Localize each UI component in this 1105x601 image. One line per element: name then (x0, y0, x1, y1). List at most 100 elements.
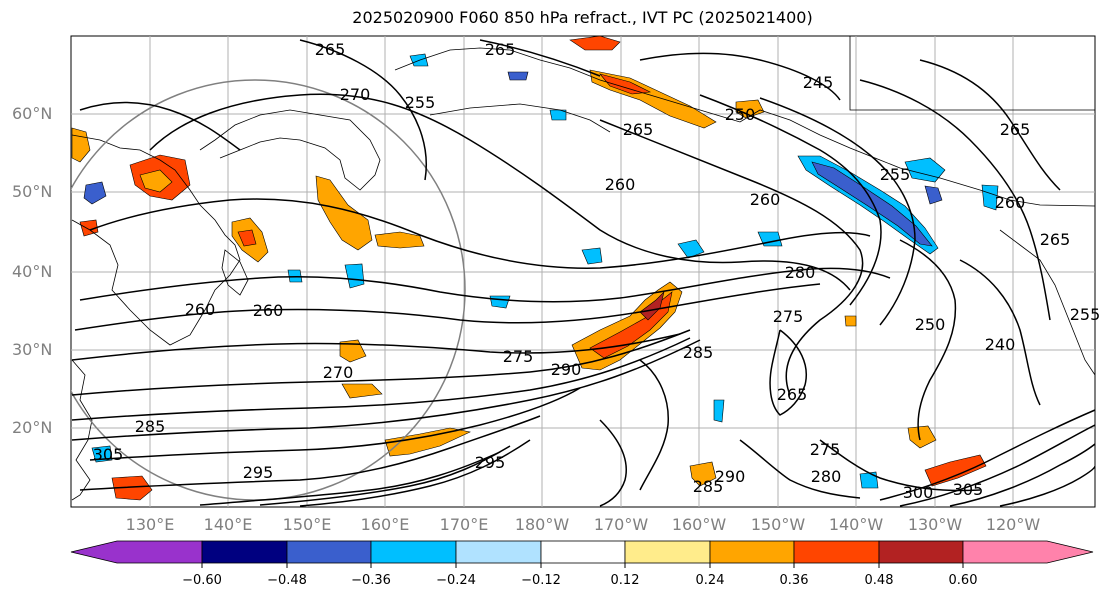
colorbar-tick-label: −0.36 (351, 573, 391, 588)
contour-label: 250 (725, 105, 756, 124)
colorbar-segment (540, 540, 626, 564)
contour-line (79, 267, 891, 303)
lon-label-160w: 160°W (671, 515, 727, 534)
contour-line (71, 329, 691, 396)
contour-label: 275 (773, 307, 804, 326)
contour-label: 305 (953, 480, 984, 499)
patch-positive (735, 99, 765, 119)
patch-positive (907, 425, 937, 449)
contour-label: 265 (777, 385, 808, 404)
contour-line (899, 424, 1095, 507)
lat-label-50n: 50°N (12, 182, 53, 201)
contour-line (79, 415, 541, 491)
contour-line (299, 439, 531, 507)
contour-line (899, 239, 957, 441)
colorbar-segment (709, 540, 795, 564)
patch-negative (344, 263, 365, 289)
contour-label: 285 (693, 477, 724, 496)
contours (71, 39, 1095, 507)
contour-label: 240 (985, 335, 1016, 354)
contour-line (299, 39, 427, 181)
colorbar-tick-label: −0.24 (436, 573, 476, 588)
patch-positive (924, 454, 987, 487)
lon-label-150e: 150°E (282, 515, 332, 534)
patch-positive (341, 383, 383, 399)
contour-line (599, 419, 627, 507)
lon-label-120w: 120°W (985, 515, 1041, 534)
contour-line (89, 198, 871, 269)
patch-positive (599, 73, 652, 95)
patch-positive (374, 231, 425, 249)
colorbar-segment (962, 540, 1094, 564)
patch-negative (581, 247, 603, 265)
contour-label: 305 (93, 445, 124, 464)
contour-label: 265 (485, 40, 516, 59)
patch-positive (639, 291, 665, 321)
patch-positive (71, 127, 91, 163)
contour-label: 255 (880, 165, 911, 184)
contour-line (259, 445, 511, 506)
lat-label-30n: 30°N (12, 340, 53, 359)
contour-line (879, 409, 1095, 501)
colorbar-segment (201, 540, 288, 564)
patch-negative (91, 445, 113, 463)
colorbar-tick-label: 0.36 (779, 573, 809, 588)
contour-line (859, 79, 1051, 321)
contour-line (71, 339, 701, 441)
contour-label: 255 (405, 93, 436, 112)
lon-label-130w: 130°W (907, 515, 963, 534)
patch-positive (111, 475, 153, 501)
patch-negative (924, 185, 943, 205)
contour-label: 290 (551, 360, 582, 379)
lon-label-130e: 130°E (125, 515, 175, 534)
contour-label: 260 (995, 193, 1026, 212)
lon-label-170e: 170°E (439, 515, 489, 534)
contour-line (639, 359, 669, 491)
colorbar-tick-label: 0.60 (948, 573, 978, 588)
contour-label: 285 (135, 417, 166, 436)
patch-positive (339, 339, 367, 363)
colorbar-segment (793, 540, 880, 564)
contour-label: 295 (243, 463, 274, 482)
lon-label-140w: 140°W (828, 515, 884, 534)
lon-label-140e: 140°E (203, 515, 253, 534)
patch-positive (139, 169, 173, 193)
patch-positive (315, 175, 373, 251)
contour-line (949, 443, 1095, 507)
contour-line (639, 52, 841, 101)
contour-line (819, 439, 981, 492)
colorbar-segment (878, 540, 964, 564)
lon-label-180w: 180°W (514, 515, 570, 534)
contour-line (149, 93, 851, 291)
colorbar-segment (624, 540, 711, 564)
contour-label: 285 (683, 343, 714, 362)
patch-negative (507, 71, 529, 81)
patch-positive (79, 219, 99, 237)
contour-label: 275 (503, 347, 534, 366)
colorbar-segment (455, 540, 542, 564)
contour-line (89, 387, 581, 461)
colorbar-tick-label: −0.12 (521, 573, 561, 588)
contour-label: 280 (811, 467, 842, 486)
contour-label: 270 (323, 363, 354, 382)
contour-label: 260 (750, 190, 781, 209)
contour-line (479, 39, 601, 77)
patch-positive (844, 315, 857, 327)
lat-label-20n: 20°N (12, 418, 53, 437)
contour-label: 290 (715, 467, 746, 486)
contour-line (769, 329, 807, 416)
contour-line (71, 337, 691, 421)
contour-label: 265 (315, 40, 346, 59)
contour-labels: 265 265 270 265 255 245 250 265 260 260 … (93, 40, 1101, 502)
contour-line (959, 259, 1041, 406)
contour-label: 280 (785, 263, 816, 282)
contour-label: 270 (340, 85, 371, 104)
contour-line (599, 119, 864, 396)
contour-label: 265 (1040, 230, 1071, 249)
colorbar-ticks (201, 563, 964, 568)
lon-label-160e: 160°E (360, 515, 410, 534)
colorbar-tick-label: 0.48 (864, 573, 894, 588)
patch-negative (83, 181, 107, 205)
patch-negative (713, 399, 725, 423)
